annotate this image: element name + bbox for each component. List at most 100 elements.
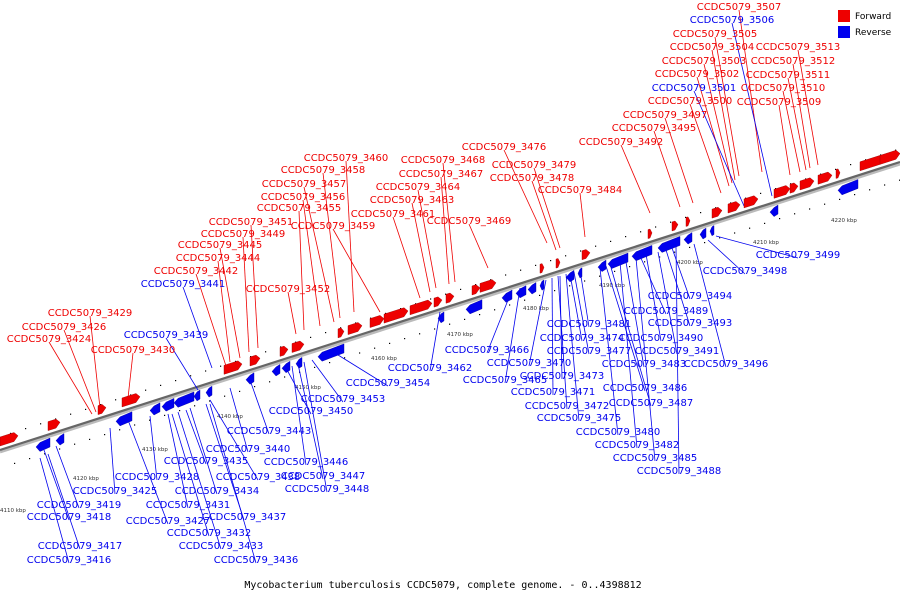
tick-mark (674, 251, 676, 253)
reverse-gene-arrow (317, 343, 345, 362)
tick-mark (149, 419, 151, 421)
forward-gene-label: CCDC5079_3476 (462, 142, 547, 153)
tick-label: 4200 kbp (677, 260, 703, 266)
reverse-gene-label: CCDC5079_3439 (124, 330, 209, 341)
reverse-gene-arrow (577, 267, 583, 279)
tick-mark (14, 462, 16, 464)
reverse-gene-label: CCDC5079_3433 (179, 541, 264, 552)
tick-mark (205, 370, 207, 372)
reverse-gene-arrow (769, 204, 779, 217)
reverse-gene-label: CCDC5079_3480 (576, 427, 661, 438)
tick-mark (704, 242, 706, 244)
leader-line (703, 63, 733, 184)
reverse-gene-label: CCDC5079_3448 (285, 484, 370, 495)
leader-line (171, 413, 210, 537)
leader-line (311, 359, 344, 403)
forward-gene-label: CCDC5079_3502 (655, 69, 740, 80)
reverse-gene-arrow (35, 437, 51, 452)
reverse-gene-label: CCDC5079_3470 (487, 358, 572, 369)
tick-mark (505, 274, 507, 276)
tick-label: 4140 kbp (217, 414, 243, 420)
reverse-gene-label: CCDC5079_3506 (690, 15, 775, 26)
leader-line (605, 265, 646, 392)
leader-line (109, 427, 116, 495)
forward-gene-arrow (817, 171, 833, 185)
leader-line (297, 363, 324, 480)
leader-line (411, 202, 431, 293)
reverse-gene-arrow (657, 236, 681, 253)
tick-mark (254, 386, 256, 388)
leader-line (693, 90, 745, 207)
forward-gene-arrow (383, 307, 409, 324)
forward-gene-label: CCDC5079_3513 (756, 42, 841, 53)
tick-mark (535, 264, 537, 266)
forward-gene-arrow (471, 284, 481, 296)
forward-gene-label: CCDC5079_3495 (612, 123, 697, 134)
reverse-gene-label: CCDC5079_3418 (27, 512, 112, 523)
forward-gene-label: CCDC5079_3510 (741, 83, 826, 94)
reverse-gene-label: CCDC5079_3454 (346, 378, 431, 389)
reverse-gene-label: CCDC5079_3436 (214, 555, 299, 566)
tick-label: 4110 kbp (0, 508, 26, 514)
legend-forward-swatch (838, 10, 850, 22)
leader-line (645, 253, 662, 342)
forward-gene-label: CCDC5079_3479 (492, 160, 577, 171)
leader-line (229, 387, 249, 453)
reverse-gene-label: CCDC5079_3473 (520, 371, 605, 382)
tick-label: 4130 kbp (142, 447, 168, 453)
leader-line (573, 271, 590, 355)
leader-line (653, 130, 681, 208)
leader-line (533, 167, 561, 249)
leader-line (579, 269, 590, 328)
leader-line (599, 267, 619, 436)
tick-mark (224, 395, 226, 397)
tick-mark (655, 226, 657, 228)
forward-gene-label: CCDC5079_3460 (304, 153, 389, 164)
tick-mark (640, 231, 642, 233)
forward-gene-label: CCDC5079_3430 (91, 345, 176, 356)
tick-mark (449, 323, 451, 325)
reverse-gene-label: CCDC5079_3482 (595, 440, 680, 451)
leader-line (345, 160, 355, 313)
tick-mark (329, 362, 331, 364)
tick-mark (115, 399, 117, 401)
tick-mark (700, 212, 702, 214)
reverse-gene-label: CCDC5079_3432 (167, 528, 252, 539)
leader-line (738, 9, 763, 173)
tick-mark (809, 208, 811, 210)
forward-gene-arrow (97, 404, 107, 415)
tick-mark (85, 408, 87, 410)
leader-line (609, 263, 652, 407)
tick-mark (749, 227, 751, 229)
tick-mark (884, 184, 886, 186)
tick-label: 4170 kbp (447, 332, 473, 338)
forward-gene-arrow (647, 228, 653, 239)
tick-mark (550, 260, 552, 262)
legend-forward-label: Forward (855, 12, 891, 22)
leader-line (782, 90, 801, 173)
reverse-gene-label: CCDC5079_3453 (301, 394, 386, 405)
tick-mark (190, 375, 192, 377)
leader-line (635, 257, 656, 462)
leader-line (302, 199, 321, 327)
leader-line (291, 365, 307, 466)
forward-gene-arrow (445, 292, 455, 304)
tick-mark (719, 237, 721, 239)
tick-mark (419, 333, 421, 335)
tick-mark (359, 352, 361, 354)
reverse-gene-arrow (161, 398, 175, 412)
leader-line (249, 379, 270, 435)
reverse-gene-arrow (683, 232, 693, 245)
forward-gene-arrow (249, 354, 261, 367)
tick-mark (89, 438, 91, 440)
tick-mark (464, 318, 466, 320)
reverse-gene-arrow (245, 372, 255, 385)
leader-line (242, 236, 250, 353)
forward-gene-label: CCDC5079_3505 (673, 29, 758, 40)
forward-gene-arrow (711, 207, 723, 219)
tick-mark (70, 413, 72, 415)
reverse-gene-label: CCDC5079_3450 (269, 406, 354, 417)
reverse-gene-label: CCDC5079_3437 (202, 512, 287, 523)
leader-line (620, 144, 651, 214)
